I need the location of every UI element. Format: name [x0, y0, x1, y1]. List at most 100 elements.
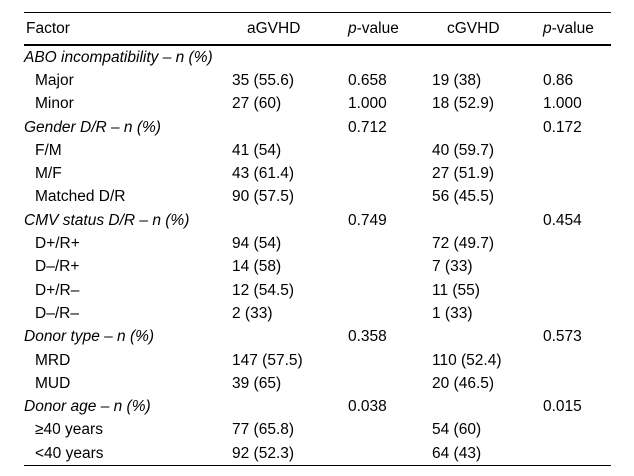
header-row: Factor aGVHD p-value cGVHD p-value — [24, 12, 611, 46]
factor-cell: D+/R+ — [35, 235, 80, 253]
cgvhd-cell: 110 (52.4) — [432, 351, 502, 369]
col-header-factor: Factor — [24, 12, 232, 46]
agvhd-cell — [232, 45, 348, 69]
pvalue-cgvhd-cell — [543, 162, 611, 185]
table-row: <40 years 92 (52.3) 64 (43) — [24, 442, 611, 466]
agvhd-cell: 147 (57.5) — [232, 351, 303, 369]
pvalue-cgvhd-cell — [543, 419, 611, 442]
cgvhd-cell — [432, 326, 543, 349]
table-row: Gender D/R – n (%) 0.712 0.172 — [24, 116, 611, 139]
cgvhd-cell: 20 (46.5) — [432, 374, 495, 392]
cgvhd-cell: 11 (55) — [432, 281, 480, 299]
factor-cell: D–/R– — [35, 304, 79, 322]
cgvhd-cell — [432, 395, 543, 418]
pvalue-cgvhd-cell: 0.172 — [543, 118, 582, 136]
table-row: D+/R+ 94 (54) 72 (49.7) — [24, 232, 611, 255]
table-row: Donor type – n (%) 0.358 0.573 — [24, 326, 611, 349]
table-row: D+/R– 12 (54.5) 11 (55) — [24, 279, 611, 302]
pvalue-cgvhd-cell — [543, 302, 611, 325]
agvhd-cell: 77 (65.8) — [232, 421, 295, 439]
pvalue-agvhd-cell — [348, 279, 432, 302]
pvalue-agvhd-cell — [348, 349, 432, 372]
factors-table-container: Factor aGVHD p-value cGVHD p-value ABO i… — [24, 12, 611, 467]
cgvhd-cell — [432, 116, 543, 139]
agvhd-cell: 39 (65) — [232, 374, 282, 392]
col-header-agvhd: aGVHD — [232, 12, 348, 46]
col-header-pvalue-cgvhd: p-value — [543, 12, 611, 46]
col-header-pvalue-cgvhd-p: p — [543, 19, 552, 37]
agvhd-cell: 27 (60) — [232, 95, 282, 113]
col-header-pvalue-agvhd-p: p — [348, 19, 357, 37]
agvhd-cell: 94 (54) — [232, 235, 282, 253]
col-header-agvhd-label: aGVHD — [247, 19, 301, 37]
pvalue-agvhd-cell: 1.000 — [348, 95, 387, 113]
pvalue-agvhd-cell — [348, 45, 432, 69]
pvalue-agvhd-cell — [348, 372, 432, 395]
col-header-cgvhd: cGVHD — [432, 12, 543, 46]
cgvhd-cell: 1 (33) — [432, 304, 473, 322]
table-row: MUD 39 (65) 20 (46.5) — [24, 372, 611, 395]
pvalue-cgvhd-cell — [543, 372, 611, 395]
factor-cell: Major — [35, 71, 74, 89]
factor-cell: ≥40 years — [35, 421, 103, 439]
col-header-pvalue-agvhd: p-value — [348, 12, 432, 46]
cgvhd-cell: 72 (49.7) — [432, 235, 495, 253]
factor-cell: Minor — [35, 95, 74, 113]
factor-cell: F/M — [35, 141, 62, 159]
pvalue-cgvhd-cell — [543, 279, 611, 302]
table-row: CMV status D/R – n (%) 0.749 0.454 — [24, 209, 611, 232]
pvalue-agvhd-cell: 0.712 — [348, 118, 387, 136]
cgvhd-cell — [432, 209, 543, 232]
agvhd-cell — [232, 395, 348, 418]
pvalue-agvhd-cell — [348, 256, 432, 279]
factor-cell: D–/R+ — [35, 258, 80, 276]
agvhd-cell: 43 (61.4) — [232, 165, 295, 183]
pvalue-agvhd-cell — [348, 162, 432, 185]
agvhd-cell: 12 (54.5) — [232, 281, 295, 299]
col-header-factor-label: Factor — [26, 19, 70, 37]
cgvhd-cell: 19 (38) — [432, 71, 482, 89]
table-row: MRD 147 (57.5) 110 (52.4) — [24, 349, 611, 372]
table-row: Minor 27 (60) 1.000 18 (52.9) 1.000 — [24, 93, 611, 116]
pvalue-cgvhd-cell — [543, 139, 611, 162]
factor-cell: <40 years — [35, 444, 104, 462]
agvhd-cell — [232, 116, 348, 139]
col-header-cgvhd-label: cGVHD — [447, 19, 500, 37]
pvalue-agvhd-cell: 0.658 — [348, 71, 387, 89]
table-row: ABO incompatibility – n (%) — [24, 45, 611, 69]
pvalue-agvhd-cell — [348, 139, 432, 162]
factor-cell: Matched D/R — [35, 188, 126, 206]
table-row: Major 35 (55.6) 0.658 19 (38) 0.86 — [24, 69, 611, 92]
pvalue-agvhd-cell — [348, 232, 432, 255]
cgvhd-cell: 40 (59.7) — [432, 141, 495, 159]
factor-cell: Donor age – n (%) — [24, 398, 151, 416]
gvhd-factors-table: Factor aGVHD p-value cGVHD p-value ABO i… — [24, 12, 611, 467]
cgvhd-cell — [432, 45, 543, 69]
pvalue-cgvhd-cell: 0.015 — [543, 398, 582, 416]
pvalue-agvhd-cell — [348, 442, 432, 466]
factor-cell: MRD — [35, 351, 71, 369]
cgvhd-cell: 56 (45.5) — [432, 188, 495, 206]
table-row: M/F 43 (61.4) 27 (51.9) — [24, 162, 611, 185]
table-header: Factor aGVHD p-value cGVHD p-value — [24, 12, 611, 46]
factor-cell: ABO incompatibility – n (%) — [24, 48, 213, 66]
factor-cell: Donor type – n (%) — [24, 328, 155, 346]
pvalue-cgvhd-cell: 0.454 — [543, 211, 582, 229]
pvalue-agvhd-cell — [348, 419, 432, 442]
table-row: Donor age – n (%) 0.038 0.015 — [24, 395, 611, 418]
table-row: ≥40 years 77 (65.8) 54 (60) — [24, 419, 611, 442]
agvhd-cell: 14 (58) — [232, 258, 282, 276]
agvhd-cell: 2 (33) — [232, 304, 273, 322]
pvalue-cgvhd-cell — [543, 442, 611, 466]
cgvhd-cell: 7 (33) — [432, 258, 473, 276]
agvhd-cell: 92 (52.3) — [232, 444, 295, 462]
cgvhd-cell: 64 (43) — [432, 444, 482, 462]
table-body: ABO incompatibility – n (%) Major 35 (55… — [24, 45, 611, 466]
factor-cell: Gender D/R – n (%) — [24, 118, 161, 136]
pvalue-agvhd-cell: 0.358 — [348, 328, 387, 346]
table-row: Matched D/R 90 (57.5) 56 (45.5) — [24, 186, 611, 209]
factor-cell: D+/R– — [35, 281, 80, 299]
table-row: D–/R– 2 (33) 1 (33) — [24, 302, 611, 325]
factor-cell: CMV status D/R – n (%) — [24, 211, 190, 229]
